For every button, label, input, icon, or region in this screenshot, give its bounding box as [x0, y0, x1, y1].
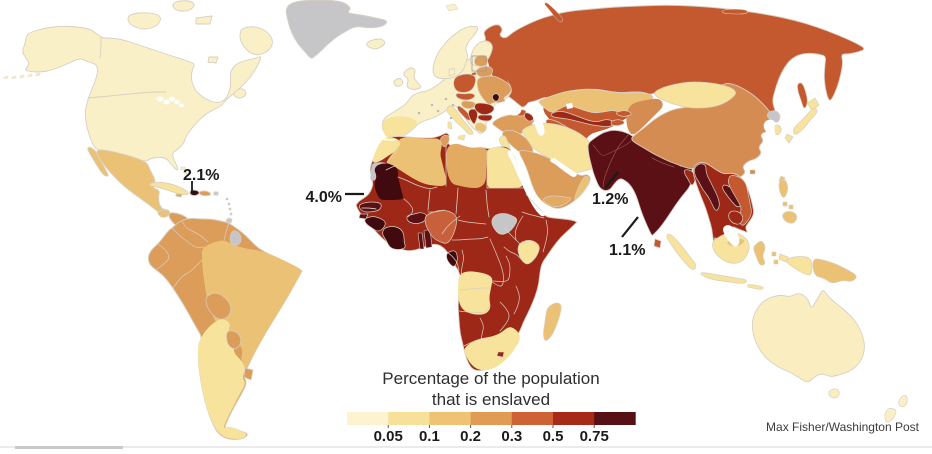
- svg-text:2.1%: 2.1%: [183, 167, 219, 184]
- svg-text:Percentage of the population: Percentage of the population: [382, 369, 599, 388]
- svg-text:0.5: 0.5: [543, 428, 564, 445]
- svg-text:that is enslaved: that is enslaved: [432, 390, 550, 409]
- svg-text:Max Fisher/Washington Post: Max Fisher/Washington Post: [766, 420, 920, 434]
- svg-text:0.05: 0.05: [374, 428, 403, 445]
- svg-text:1.2%: 1.2%: [592, 191, 628, 208]
- svg-text:0.3: 0.3: [501, 428, 522, 445]
- svg-text:4.0%: 4.0%: [306, 189, 342, 206]
- svg-text:0.1: 0.1: [419, 428, 440, 445]
- svg-text:1.1%: 1.1%: [609, 242, 645, 259]
- svg-text:0.2: 0.2: [460, 428, 481, 445]
- svg-text:0.75: 0.75: [580, 428, 609, 445]
